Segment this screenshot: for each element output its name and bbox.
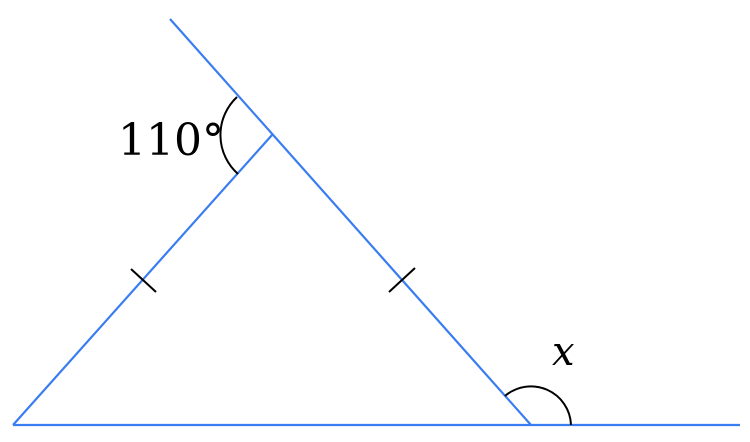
equal-tick-left <box>130 268 157 293</box>
angle-arc-x <box>504 385 572 426</box>
equal-tick-right <box>388 267 416 293</box>
unknown-angle-label: x <box>552 329 575 375</box>
angle-arc-110 <box>219 96 239 175</box>
right-side-extended <box>169 18 532 426</box>
angle-label-110: 110° <box>118 115 224 166</box>
